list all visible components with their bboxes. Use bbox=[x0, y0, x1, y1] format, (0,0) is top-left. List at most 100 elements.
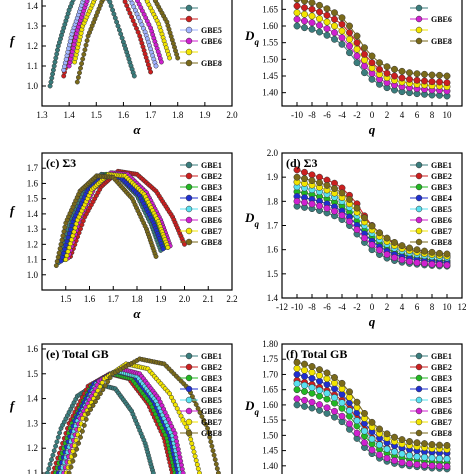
data-point bbox=[205, 425, 211, 431]
data-point bbox=[301, 360, 308, 368]
data-point bbox=[55, 434, 61, 440]
data-point bbox=[74, 79, 80, 85]
legend-label: GBE2 bbox=[431, 363, 452, 372]
data-point bbox=[215, 470, 221, 474]
data-point bbox=[184, 424, 190, 430]
data-point bbox=[195, 406, 201, 411]
data-point bbox=[338, 27, 346, 35]
legend-label: GBE3 bbox=[431, 183, 452, 192]
data-point bbox=[361, 50, 368, 58]
y-axis-label: Dq bbox=[244, 28, 259, 47]
legend-label: GBE7 bbox=[431, 227, 452, 236]
x-tick-label: -4 bbox=[338, 302, 346, 312]
legend-label: GBE6 bbox=[431, 216, 452, 225]
data-point bbox=[308, 398, 316, 406]
data-point bbox=[54, 258, 60, 264]
data-point bbox=[436, 261, 443, 269]
y-tick-label: 1.50 bbox=[262, 54, 278, 64]
data-point bbox=[68, 464, 74, 470]
data-point bbox=[174, 438, 180, 444]
x-tick-label: -6 bbox=[323, 302, 331, 312]
x-tick-label: -10 bbox=[291, 110, 303, 120]
y-tick-label: 1.4 bbox=[27, 394, 39, 404]
data-point bbox=[398, 459, 406, 466]
data-point bbox=[323, 375, 331, 383]
data-point bbox=[158, 59, 164, 65]
data-point bbox=[316, 15, 323, 23]
legend-marker bbox=[415, 4, 423, 12]
data-point bbox=[55, 254, 61, 260]
x-tick-label: 1.7 bbox=[145, 110, 157, 120]
y-tick-label: 1.0 bbox=[27, 81, 39, 91]
data-point bbox=[346, 388, 353, 396]
legend-label: GBE8 bbox=[431, 238, 452, 247]
data-point bbox=[323, 5, 331, 13]
x-tick-label: 1.6 bbox=[118, 110, 130, 120]
data-point bbox=[57, 246, 63, 252]
data-point bbox=[308, 5, 316, 13]
x-tick-label: 0 bbox=[370, 302, 375, 312]
x-tick-label: 1.9 bbox=[155, 294, 167, 304]
data-point bbox=[353, 429, 361, 437]
x-tick-label: 2 bbox=[385, 302, 390, 312]
data-point bbox=[78, 65, 83, 71]
y-tick-label: 1.9 bbox=[267, 172, 279, 182]
y-tick-label: 1.60 bbox=[262, 400, 278, 410]
data-point bbox=[53, 55, 59, 61]
x-tick-label: 4 bbox=[400, 302, 405, 312]
x-tick-label: 1.6 bbox=[84, 294, 96, 304]
data-point bbox=[383, 69, 391, 77]
y-tick-label: 1.5 bbox=[27, 369, 39, 379]
data-point bbox=[436, 71, 443, 79]
data-point bbox=[95, 395, 101, 401]
x-tick-label: 2.2 bbox=[226, 294, 237, 304]
data-point bbox=[201, 417, 207, 423]
data-point bbox=[391, 254, 398, 262]
data-point bbox=[153, 63, 159, 69]
y-tick-label: 1.2 bbox=[27, 239, 38, 249]
x-tick-label: 6 bbox=[415, 110, 420, 120]
data-point bbox=[180, 470, 186, 474]
data-point bbox=[346, 35, 353, 43]
data-point bbox=[346, 195, 353, 203]
data-point bbox=[52, 59, 58, 65]
data-point bbox=[331, 394, 338, 402]
data-point bbox=[301, 199, 308, 206]
y-tick-label: 1.55 bbox=[262, 38, 278, 48]
plot-frame bbox=[281, 343, 463, 474]
x-tick-label: 1.8 bbox=[172, 110, 184, 120]
data-point bbox=[323, 204, 331, 212]
data-point bbox=[206, 430, 212, 436]
legend-marker bbox=[185, 363, 193, 371]
data-point bbox=[353, 398, 361, 406]
legend: GBE1 GBE2 GBE3 GBE4 GBE5 GBE6 GBE7 GBE8 bbox=[410, 352, 452, 438]
legend-marker bbox=[185, 37, 193, 45]
data-point bbox=[82, 47, 88, 53]
legend-label: GBE5 bbox=[431, 396, 452, 405]
data-point bbox=[353, 204, 361, 212]
data-point bbox=[428, 248, 436, 256]
x-tick-label: -4 bbox=[338, 110, 346, 120]
legend-label: GBE4 bbox=[201, 194, 222, 203]
legend-label: GBE6 bbox=[201, 407, 222, 416]
x-tick-label: 1.8 bbox=[131, 294, 143, 304]
data-point bbox=[54, 439, 60, 445]
data-point bbox=[116, 27, 122, 33]
y-tick-label: 1.8 bbox=[267, 196, 279, 206]
data-point bbox=[421, 77, 428, 85]
legend-marker bbox=[185, 194, 193, 202]
panel-d: 1.4 1.5 1.6 1.7 1.8 1.9 2.0 -12 -10 -8 -6 -4 -2 0 2 4 6 8… bbox=[244, 148, 466, 329]
data-point bbox=[77, 70, 82, 76]
data-point bbox=[150, 470, 156, 474]
legend-label: GBE8 bbox=[431, 37, 452, 46]
data-point bbox=[383, 430, 391, 438]
data-point bbox=[398, 242, 406, 250]
data-point bbox=[391, 65, 398, 73]
y-tick-label: 1.2 bbox=[27, 41, 38, 51]
y-tick-label: 1.6 bbox=[27, 344, 39, 354]
x-tick-label: 1.5 bbox=[91, 110, 103, 120]
data-point bbox=[165, 244, 171, 250]
legend-marker bbox=[415, 429, 423, 437]
data-point bbox=[368, 418, 376, 426]
data-point bbox=[176, 450, 182, 456]
